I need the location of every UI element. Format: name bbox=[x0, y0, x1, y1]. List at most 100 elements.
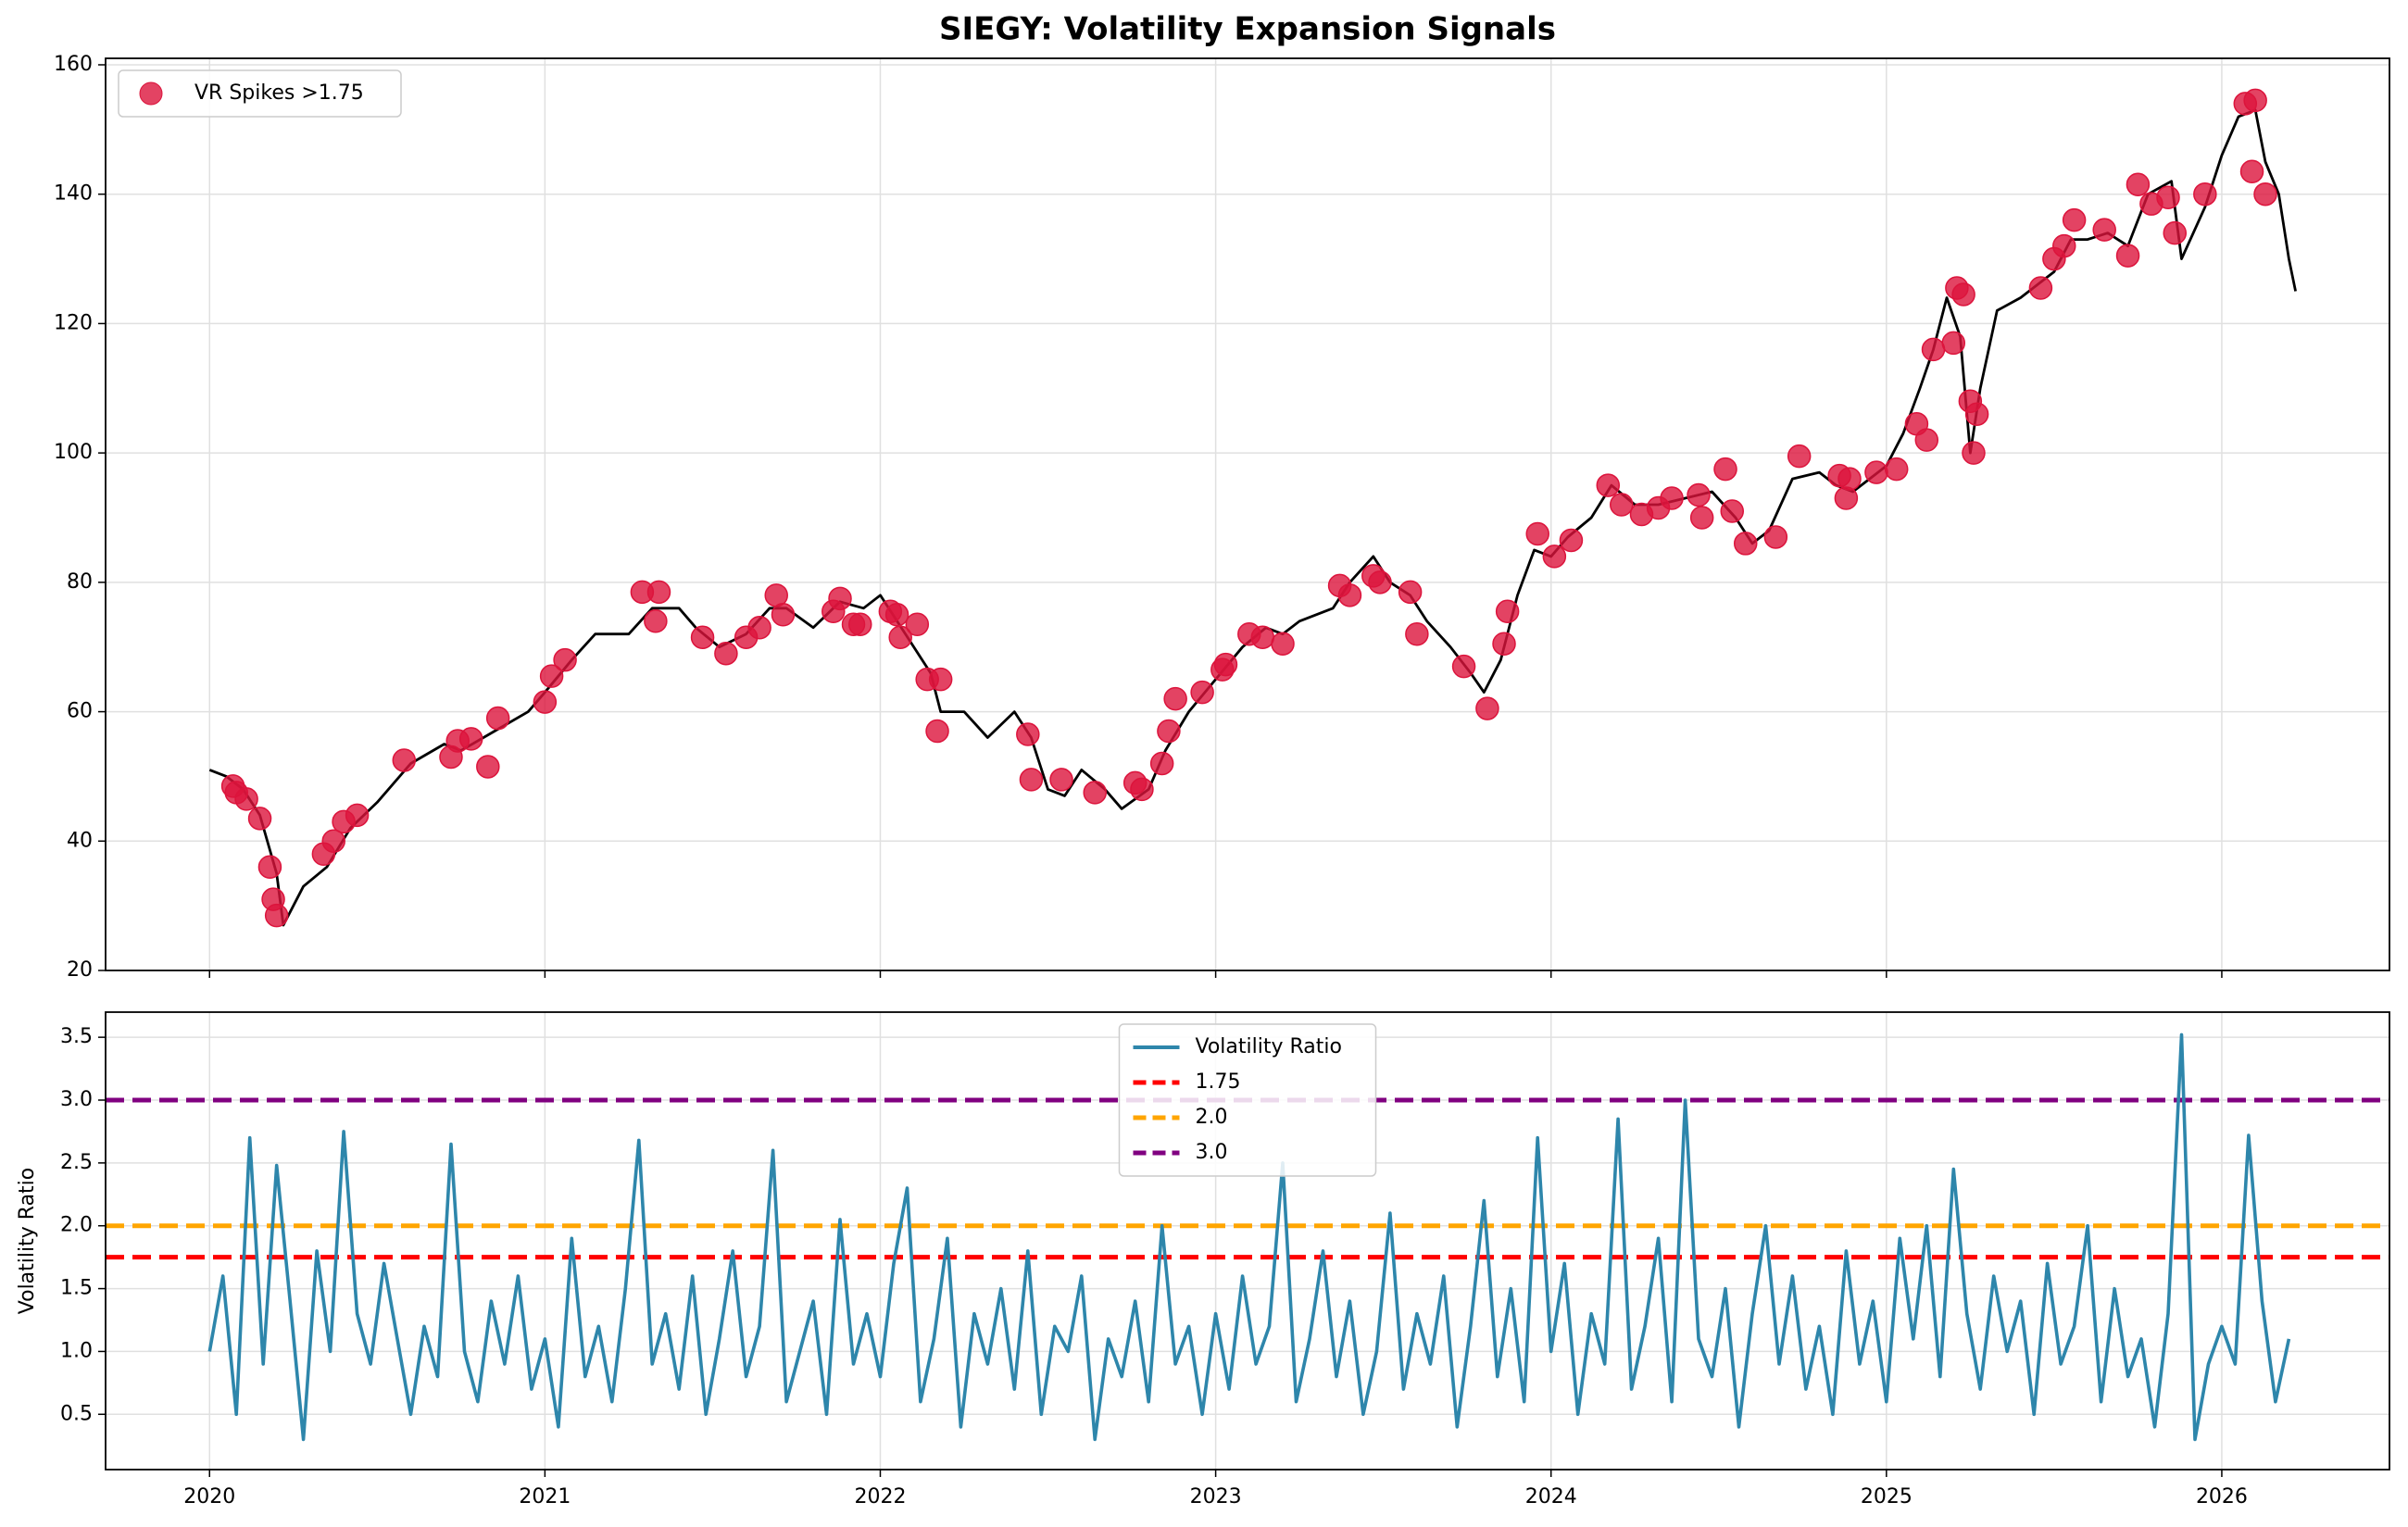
spike-point bbox=[1049, 768, 1073, 792]
spike-point bbox=[1271, 632, 1295, 656]
spike-point bbox=[533, 690, 558, 714]
spike-point bbox=[1884, 457, 1909, 482]
spike-point bbox=[2243, 88, 2267, 113]
spike-point bbox=[264, 903, 289, 928]
spike-point bbox=[1763, 525, 1788, 549]
spike-point bbox=[905, 612, 930, 637]
spike-point bbox=[234, 787, 258, 811]
spike-point bbox=[1921, 337, 1946, 362]
y-axis-label: Volatility Ratio bbox=[16, 1168, 39, 1314]
spike-point bbox=[1660, 486, 1684, 510]
spike-point bbox=[321, 829, 345, 854]
spike-point bbox=[2253, 181, 2277, 207]
x-tick-label: 2025 bbox=[1861, 1485, 1913, 1508]
spike-point bbox=[1398, 580, 1423, 605]
spike-point bbox=[1733, 532, 1758, 556]
spike-point bbox=[1787, 444, 1812, 469]
spike-point bbox=[1157, 719, 1181, 744]
spike-point bbox=[771, 603, 796, 627]
legend-label: 1.75 bbox=[1196, 1070, 1241, 1094]
x-tick-label: 2026 bbox=[2196, 1485, 2248, 1508]
spike-point bbox=[1964, 402, 1989, 426]
spike-point bbox=[345, 803, 370, 828]
y-tick-label: 2.5 bbox=[60, 1151, 93, 1174]
spike-point bbox=[747, 616, 771, 640]
spike-point bbox=[884, 603, 909, 627]
spike-point bbox=[1559, 528, 1584, 553]
spike-point bbox=[1596, 473, 1621, 497]
y-tick-label: 3.5 bbox=[60, 1025, 93, 1048]
spike-point bbox=[1864, 460, 1888, 484]
spike-point bbox=[1019, 768, 1044, 792]
y-tick-label: 0.5 bbox=[60, 1402, 93, 1425]
spike-point bbox=[2092, 218, 2116, 242]
y-tick-label: 1.5 bbox=[60, 1277, 93, 1300]
spike-point bbox=[1368, 570, 1392, 595]
spike-point bbox=[1213, 652, 1238, 677]
spike-point bbox=[1542, 544, 1567, 569]
spike-point bbox=[392, 748, 417, 772]
spike-point bbox=[1689, 506, 1714, 530]
y-tick-label: 40 bbox=[67, 829, 93, 852]
spike-point bbox=[257, 855, 282, 879]
spike-point bbox=[1713, 457, 1737, 482]
spike-point bbox=[1190, 680, 1214, 705]
legend-box bbox=[118, 69, 402, 118]
spike-point bbox=[2163, 220, 2187, 245]
spike-point bbox=[1962, 441, 1986, 465]
spike-point bbox=[888, 625, 912, 649]
spike-point bbox=[1492, 632, 1516, 656]
spike-point bbox=[2156, 185, 2180, 209]
spike-point bbox=[1130, 777, 1154, 802]
x-tick-label: 2020 bbox=[183, 1485, 235, 1508]
legend-label: 3.0 bbox=[1196, 1141, 1228, 1164]
legend-label: VR Spikes >1.75 bbox=[194, 81, 364, 105]
spike-point bbox=[539, 664, 564, 688]
y-tick-label: 100 bbox=[54, 441, 93, 464]
y-tick-label: 1.0 bbox=[60, 1339, 93, 1362]
spike-point bbox=[1016, 722, 1040, 746]
spike-point bbox=[2051, 233, 2076, 258]
spike-point bbox=[1405, 621, 1429, 646]
spike-point bbox=[2115, 244, 2140, 268]
spike-point bbox=[2028, 276, 2053, 300]
spike-point bbox=[2126, 172, 2151, 196]
y-tick-label: 2.0 bbox=[60, 1214, 93, 1237]
data-line bbox=[207, 1033, 2291, 1442]
spike-point bbox=[458, 727, 483, 751]
legend-label: Volatility Ratio bbox=[1196, 1035, 1342, 1058]
spike-point bbox=[553, 647, 577, 672]
x-tick-label: 2023 bbox=[1190, 1485, 1242, 1508]
chart-title: SIEGY: Volatility Expansion Signals bbox=[939, 11, 1556, 48]
plot-area bbox=[208, 88, 2297, 928]
y-tick-label: 80 bbox=[67, 570, 93, 594]
axes-frame bbox=[105, 57, 2390, 971]
spike-point bbox=[1610, 493, 1634, 517]
spike-point bbox=[1525, 521, 1549, 546]
spike-point bbox=[690, 625, 715, 649]
spike-point bbox=[485, 706, 510, 731]
spike-point bbox=[1495, 599, 1520, 624]
legend-box bbox=[1118, 1023, 1377, 1177]
x-tick-label: 2021 bbox=[519, 1485, 571, 1508]
spike-point bbox=[247, 807, 272, 831]
spike-point bbox=[1250, 625, 1275, 649]
x-tick-label: 2022 bbox=[854, 1485, 906, 1508]
spike-point bbox=[1337, 583, 1362, 607]
spike-point bbox=[828, 586, 852, 611]
spike-point bbox=[1834, 486, 1859, 510]
y-tick-label: 140 bbox=[54, 182, 93, 206]
spike-point bbox=[1475, 696, 1499, 720]
y-tick-label: 20 bbox=[67, 958, 93, 982]
spike-point bbox=[848, 612, 872, 637]
spike-point bbox=[1083, 781, 1107, 805]
spike-point bbox=[1149, 751, 1174, 776]
spike-point bbox=[925, 719, 949, 744]
axes-frame bbox=[105, 1011, 2390, 1471]
spike-point bbox=[1720, 499, 1745, 523]
legend-label: 2.0 bbox=[1196, 1106, 1228, 1129]
x-tick-label: 2024 bbox=[1525, 1485, 1577, 1508]
spike-point bbox=[1163, 686, 1187, 711]
spike-point bbox=[1914, 428, 1939, 452]
